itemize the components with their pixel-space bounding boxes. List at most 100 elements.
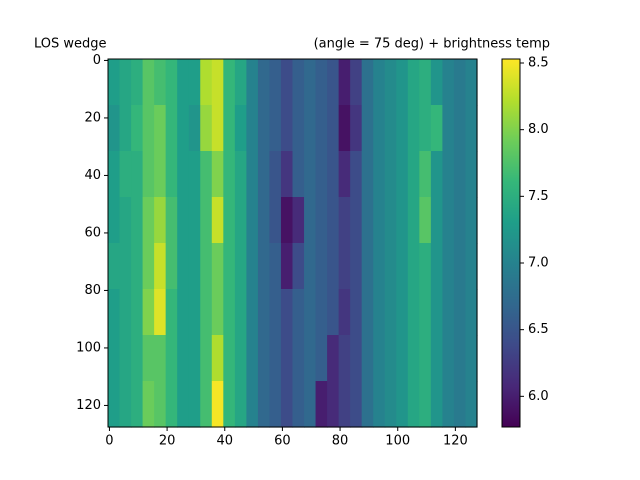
heatmap-cell [430,381,444,428]
heatmap-cell [315,151,328,198]
heatmap-cell [119,289,132,336]
heatmap-cell [396,289,409,336]
y-tick-label: 40 [84,168,101,183]
heatmap-cell [338,243,351,290]
heatmap-cell [304,381,317,428]
heatmap-cell [373,243,386,290]
heatmap-cell [142,151,155,198]
heatmap-cell [338,335,351,382]
heatmap-cell [465,243,478,290]
heatmap-cell [453,105,467,152]
heatmap-cell [154,335,167,382]
heatmap-cell [419,197,432,244]
heatmap-cell [257,243,271,290]
x-tick-label: 20 [159,434,176,449]
heatmap-cell [223,105,236,152]
y-tick-label: 0 [93,53,101,68]
heatmap-cell [315,243,328,290]
heatmap-cell [131,197,144,244]
heatmap-cell [430,59,444,106]
heatmap-cell [154,289,167,336]
heatmap-cell [108,335,121,382]
heatmap-cell [269,59,282,106]
heatmap-cell [453,335,467,382]
colorbar-tick-label: 8.5 [528,56,549,71]
colorbar-tick-label: 6.0 [528,389,549,404]
heatmap-cell [407,381,420,428]
heatmap-cell [430,197,444,244]
heatmap-cell [419,59,432,106]
heatmap-cell [131,335,144,382]
heatmap-cell [165,197,178,244]
heatmap-cell [292,59,305,106]
heatmap-cell [142,381,155,428]
heatmap-cell [257,59,271,106]
heatmap-cell [465,335,478,382]
heatmap-cell [396,151,409,198]
colorbar [501,58,521,428]
heatmap-cell [223,151,236,198]
heatmap-cell [188,151,201,198]
heatmap-cell [142,197,155,244]
heatmap-cell [292,105,305,152]
heatmap-cell [131,289,144,336]
heatmap-cell [119,59,132,106]
heatmap-cell [200,335,213,382]
x-tick-label: 60 [274,434,291,449]
heatmap-cell [165,151,178,198]
heatmap-cell [315,335,328,382]
heatmap-cell [407,151,420,198]
heatmap-cell [430,151,444,198]
heatmap-cell [108,289,121,336]
heatmap-cell [234,381,247,428]
heatmap-cell [119,105,132,152]
heatmap-cell [396,105,409,152]
heatmap-cell [131,243,144,290]
heatmap-cell [269,151,282,198]
heatmap-cell [234,151,247,198]
heatmap-cell [108,197,121,244]
heatmap-cell [465,381,478,428]
heatmap-cell [453,289,467,336]
heatmap-cell [257,105,271,152]
heatmap-cell [200,105,213,152]
heatmap-cell [108,151,121,198]
chart-title-left: LOS wedge [34,37,107,52]
heatmap-cell [131,151,144,198]
heatmap-cell [177,243,190,290]
heatmap-cell [430,105,444,152]
heatmap-cell [280,243,294,290]
heatmap-cell [119,151,132,198]
heatmap-cell [246,243,259,290]
heatmap-cell [246,381,259,428]
heatmap-cell [292,381,305,428]
heatmap-cell [292,243,305,290]
heatmap-cell [292,289,305,336]
heatmap-cell [407,197,420,244]
heatmap-cell [177,335,190,382]
heatmap-cell [234,243,247,290]
heatmap-cell [200,59,213,106]
heatmap-cell [154,151,167,198]
heatmap-cell [384,243,397,290]
heatmap-cell [350,151,363,198]
heatmap-cell [142,243,155,290]
heatmap-cell [350,381,363,428]
heatmap-cell [350,289,363,336]
heatmap-cell [350,197,363,244]
heatmap-cell [407,243,420,290]
heatmap-cell [419,243,432,290]
heatmap-cell [315,197,328,244]
heatmap-cell [442,105,455,152]
heatmap-cell [165,289,178,336]
heatmap-cell [384,289,397,336]
heatmap-cell [280,381,294,428]
heatmap-cell [338,381,351,428]
heatmap-cell [177,289,190,336]
heatmap-cell [304,243,317,290]
heatmap-cell [142,59,155,106]
heatmap-cell [234,59,247,106]
heatmap-cell [419,289,432,336]
x-tick-label: 100 [385,434,410,449]
